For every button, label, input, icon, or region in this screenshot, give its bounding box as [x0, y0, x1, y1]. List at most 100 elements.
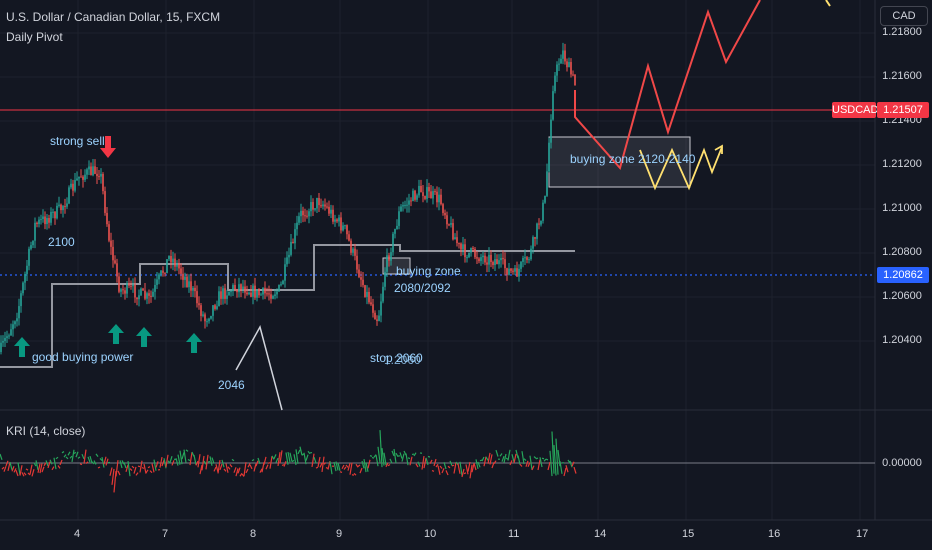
candle-body [526, 257, 528, 260]
candle-body [222, 288, 224, 299]
candle-body [72, 183, 74, 191]
candle-body [186, 276, 188, 288]
kri-segment [391, 450, 395, 457]
candle-body [320, 205, 322, 207]
indicator-kri[interactable]: KRI (14, close) [6, 424, 86, 438]
kri-segment [19, 465, 23, 476]
annotation-buying-zone-2[interactable]: buying zone 2120-2140 [570, 152, 696, 166]
kri-segment [503, 453, 507, 463]
annotation-stop-price[interactable]: 1.2060 [384, 353, 421, 367]
candle-body [318, 197, 320, 206]
icons [14, 136, 202, 357]
kri-segment [333, 461, 337, 472]
kri-segment [123, 462, 127, 469]
candle-body [400, 206, 402, 212]
kri-segment [35, 460, 39, 470]
candle-body [366, 291, 368, 297]
kri-segment [179, 450, 183, 465]
candle-body [446, 215, 448, 225]
annotation-buying-zone-1-levels[interactable]: 2080/2092 [394, 281, 451, 295]
kri-segment [431, 470, 435, 472]
annotation-buying-zone-1[interactable]: buying zone [396, 264, 461, 278]
candle-body [40, 219, 42, 221]
kri-segment [399, 452, 403, 459]
price-axis-label: 1.21000 [882, 202, 922, 214]
candle-body [404, 205, 406, 207]
candle-body [392, 233, 394, 253]
projection-yellow-zigzag [639, 146, 723, 191]
kri-segment [153, 459, 157, 471]
symbol-title: U.S. Dollar / Canadian Dollar, 15, FXCM [6, 10, 221, 24]
kri-segment [473, 462, 477, 471]
kri-segment [49, 459, 53, 465]
candle-body [540, 220, 542, 225]
candle-body [372, 304, 374, 313]
candle-body [12, 324, 14, 330]
kri-segment [257, 457, 261, 465]
kri-segment [93, 460, 97, 465]
currency-label[interactable]: CAD [880, 6, 928, 26]
candle-body [504, 259, 506, 269]
candle-body [344, 225, 346, 227]
candle-body [334, 219, 336, 222]
kri-segment [55, 456, 59, 460]
candle-body [378, 315, 380, 321]
projection-yellow-arrowhead [714, 144, 723, 154]
candle-body [36, 222, 38, 225]
kri-segment [121, 460, 125, 465]
candle-body [20, 293, 22, 307]
kri-segment [249, 464, 253, 470]
candle-body [438, 194, 440, 203]
annotation-2100[interactable]: 2100 [48, 235, 75, 249]
arrow-up-icon [136, 327, 152, 347]
candle-body [166, 259, 168, 274]
kri-segment [17, 462, 21, 476]
kri-segment [65, 456, 69, 460]
kri-segment [449, 460, 453, 466]
annotation-stop[interactable]: stop 2060 [370, 351, 423, 365]
candle-body [536, 223, 538, 239]
candle-body [310, 202, 312, 212]
kri-segment [435, 463, 439, 468]
candle-body [128, 283, 130, 286]
candle-body [456, 237, 458, 244]
kri-segment [85, 461, 89, 464]
candle-body [182, 273, 184, 280]
kri-segment [337, 462, 341, 471]
annotation-strong-sell[interactable]: strong sell [50, 134, 105, 148]
kri-segment [15, 469, 19, 477]
kri-segment [529, 455, 533, 470]
candle-body [534, 237, 536, 239]
annotation-good-buying-power[interactable]: good buying power [32, 350, 134, 364]
candle-body [38, 219, 40, 225]
kri-segment [189, 452, 193, 466]
candle-body [316, 197, 318, 209]
time-axis-label: 10 [424, 528, 437, 540]
kri-segment [485, 456, 489, 461]
candle-body [74, 180, 76, 191]
kri-segment [549, 450, 553, 477]
candle-body [14, 321, 16, 325]
annotation-2046[interactable]: 2046 [218, 378, 245, 392]
indicator-daily-pivot[interactable]: Daily Pivot [6, 30, 63, 44]
kri-segment [285, 452, 289, 465]
candle-body [546, 171, 548, 196]
candle-body [292, 241, 294, 244]
candle-body [492, 261, 494, 266]
kri-segment [343, 466, 347, 470]
candle-body [328, 206, 330, 214]
kri-segment [381, 448, 385, 466]
candle-body [70, 183, 72, 188]
candle-body [322, 204, 324, 207]
kri-segment [41, 466, 45, 473]
candle-body [174, 258, 176, 267]
kri-segment [525, 460, 529, 467]
kri-segment [559, 461, 563, 474]
candle-body [396, 225, 398, 230]
kri-segment [187, 458, 191, 462]
kri-segment [323, 462, 327, 465]
candle-body [254, 285, 256, 298]
candle-body [184, 276, 186, 280]
